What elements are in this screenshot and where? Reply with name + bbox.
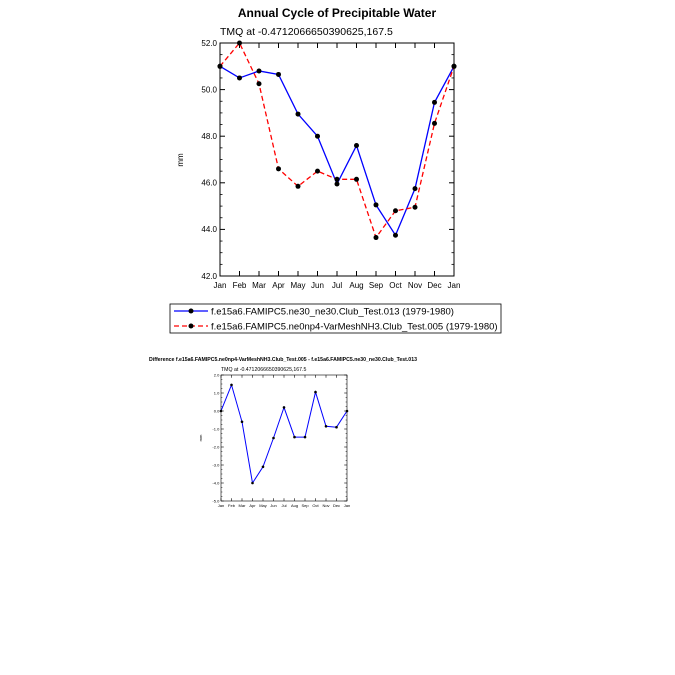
main-chart-series-2-point [276,166,281,172]
difference-chart-series-1-point [324,425,328,428]
difference-chart-ytick-label: 0.0 [214,408,220,413]
difference-chart-ytick-label: -2.0 [212,444,220,449]
legend-marker-series-1 [188,308,194,314]
main-chart-xtick-label: Apr [272,281,285,290]
difference-chart-xtick-label: Feb [228,503,236,508]
main-chart-xtick-label: Sep [369,281,384,290]
main-chart-ytick-label: 42.0 [201,272,217,281]
main-chart-series-line-1 [219,65,455,237]
difference-chart-series-1-point [240,420,244,424]
difference-chart-xtick-label: Dec [333,503,340,508]
difference-chart-series-line-1 [220,383,348,485]
main-chart-xtick-label: Mar [252,281,266,290]
main-chart-xtick-label: Oct [389,281,402,290]
difference-chart-series-1-point [261,465,265,469]
main-chart-xtick-label: Jan [448,281,461,290]
main-chart: Annual Cycle of Precipitable Water TMQ a… [176,6,460,290]
main-chart-series-1-point [256,68,262,74]
difference-chart-ytick-label: -3.0 [212,462,220,467]
difference-chart-xtick-label: Mar [239,503,247,508]
main-chart-xtick-label: Jun [311,281,324,290]
difference-chart-xtick-label: Jul [281,503,286,508]
main-chart-title: Annual Cycle of Precipitable Water [238,6,437,20]
main-chart-series-1-point [295,111,301,117]
difference-chart-subtitle: TMQ at -0.4712066650390625,167.5 [221,367,306,373]
main-chart-ytick-label: 44.0 [201,225,217,234]
difference-chart-series-1-point [251,481,254,485]
main-chart-series-1-point [393,232,398,238]
main-chart-xtick-label: Nov [408,281,422,290]
main-chart-series-2-point [256,81,262,87]
main-chart-series-1-point [237,75,242,81]
difference-chart-xtick-label: Oct [312,503,319,508]
difference-chart-xtick-label: Jan [344,503,350,508]
main-chart-xtick-label: Jul [332,281,342,290]
difference-chart-xtick-label: May [259,503,267,508]
difference-chart-xtick-label: Apr [249,503,256,508]
difference-chart-series-1-point [314,390,317,394]
difference-chart-series-1-point [282,406,286,409]
legend-label-series-1: f.e15a6.FAMIPC5.ne30_ne30.Club_Test.013 … [211,307,454,318]
difference-chart-series-1-point [272,436,275,440]
difference-chart-xtick-label: Aug [291,503,298,508]
main-chart-xtick-label: Dec [427,281,441,290]
difference-chart-frame [220,374,348,502]
difference-chart-xtick-label: Nov [322,503,329,508]
main-chart-xtick-label: Feb [233,281,247,290]
difference-chart-ytick-label: -4.0 [212,480,220,485]
difference-chart-series-1-point [230,383,233,387]
main-chart-series-2-point [315,168,320,174]
difference-chart-xtick-label: Jun [270,503,276,508]
main-chart-series-2-point [432,120,437,126]
difference-chart-ytick-label: -5.0 [212,498,220,503]
main-chart-series-1-point [334,181,340,187]
main-chart-series-1-point [354,143,359,149]
difference-chart-series-1-point [293,435,296,439]
difference-chart: Difference f.e15a6.FAMIPC5.ne0np4-VarMes… [149,357,417,508]
legend-box [169,303,502,334]
main-chart-series-1-point [432,99,437,105]
main-chart-ytick-label: 50.0 [201,85,217,94]
difference-chart-ytick-label: 1.0 [214,390,220,395]
main-chart-xtick-label: Jan [214,281,227,290]
main-chart-series-1-point [315,133,320,139]
main-chart-ytick-label: 46.0 [201,179,217,188]
main-chart-subtitle: TMQ at -0.4712066650390625,167.5 [220,26,393,38]
main-chart-series-1-point [373,202,379,208]
main-chart-series-2-point [295,183,301,189]
legend-label-series-2: f.e15a6.FAMIPC5.ne0np4-VarMeshNH3.Club_T… [211,322,498,333]
legend: f.e15a6.FAMIPC5.ne30_ne30.Club_Test.013 … [169,303,502,334]
difference-chart-series-1-point [303,435,307,439]
main-chart-xtick-label: Aug [349,281,363,290]
main-chart-series-2-point [334,176,340,182]
difference-chart-series-1-point [335,425,338,429]
main-chart-ytick-label: 52.0 [201,39,217,48]
main-chart-series-1-point [412,186,418,192]
main-chart-series-2-point [373,235,379,241]
difference-chart-xtick-label: Sep [301,503,309,508]
main-chart-series-2-point [354,176,359,182]
difference-chart-xtick-label: Jan [218,503,224,508]
main-chart-frame [219,42,455,277]
difference-chart-ylabel: mm [198,434,203,441]
main-chart-xtick-label: May [290,281,305,290]
main-chart-series-2-point [393,208,398,214]
difference-chart-ytick-label: -1.0 [212,426,220,431]
difference-chart-title: Difference f.e15a6.FAMIPC5.ne0np4-VarMes… [149,357,417,363]
difference-chart-ytick-label: 2.0 [214,372,220,377]
main-chart-ytick-label: 48.0 [201,132,217,141]
main-chart-series-1-point [276,71,281,77]
main-chart-ylabel: mm [176,153,185,167]
main-chart-series-2-point [412,204,418,210]
legend-marker-series-2 [188,323,194,329]
